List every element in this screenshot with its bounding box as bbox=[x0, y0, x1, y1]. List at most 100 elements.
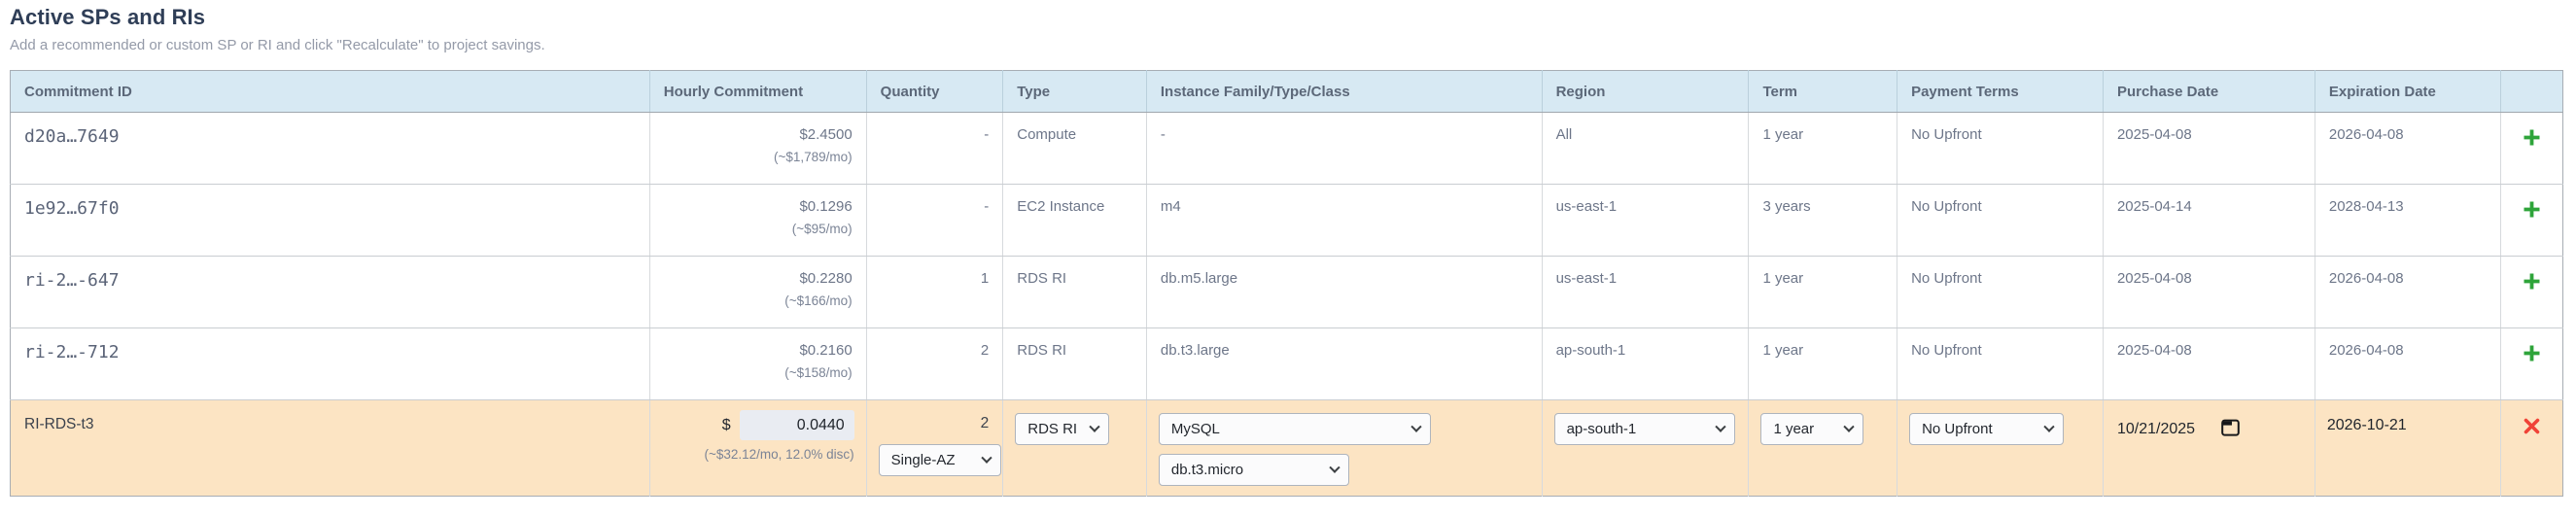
hourly-commitment-value: $0.1296 bbox=[799, 198, 853, 215]
expiration-date-cell: 2026-04-08 bbox=[2315, 327, 2501, 400]
region-select[interactable]: ap-south-1 bbox=[1553, 413, 1735, 445]
region-cell: us-east-1 bbox=[1542, 184, 1750, 257]
commitment-id-cell: ri-2…-712 bbox=[10, 327, 650, 400]
commitment-id-cell: 1e92…67f0 bbox=[10, 184, 650, 257]
expiration-date-cell: 2026-04-08 bbox=[2315, 256, 2501, 328]
expiration-date-cell: 2026-04-08 bbox=[2315, 112, 2501, 185]
hourly-commitment-cell: $0.2160 (~$158/mo) bbox=[649, 327, 867, 400]
purchase-date-cell: 10/21/2025 bbox=[2103, 399, 2315, 497]
col-header-hourly-commitment: Hourly Commitment bbox=[649, 70, 867, 113]
col-header-actions bbox=[2500, 70, 2563, 113]
engine-select-value: MySQL bbox=[1170, 421, 1220, 437]
x-icon bbox=[2524, 418, 2540, 437]
az-select[interactable]: Single-AZ bbox=[878, 444, 1001, 476]
col-header-type: Type bbox=[1002, 70, 1147, 113]
commitment-id-cell: ri-2…-647 bbox=[10, 256, 650, 328]
monthly-estimate: (~$32.12/mo, 12.0% disc) bbox=[704, 447, 854, 462]
quantity-cell: - bbox=[866, 112, 1004, 185]
region-cell: ap-south-1 bbox=[1542, 327, 1750, 400]
actions-cell bbox=[2500, 184, 2563, 257]
col-header-region: Region bbox=[1542, 70, 1750, 113]
instance-cell: m4 bbox=[1146, 184, 1543, 257]
plus-icon bbox=[2523, 201, 2541, 222]
type-cell: RDS RI bbox=[1002, 399, 1147, 497]
purchase-date-cell: 2025-04-08 bbox=[2103, 327, 2315, 400]
plus-icon bbox=[2523, 129, 2541, 150]
col-header-commitment-id: Commitment ID bbox=[10, 70, 650, 113]
active-sps-ris-section: Active SPs and RIs Add a recommended or … bbox=[10, 5, 2563, 497]
table-row: ri-2…-647 $0.2280 (~$166/mo) 1 RDS RI db… bbox=[10, 256, 2563, 328]
instance-class-select[interactable]: db.t3.micro bbox=[1158, 454, 1349, 486]
term-select-value: 1 year bbox=[1773, 421, 1815, 437]
payment-terms-cell: No Upfront bbox=[1897, 256, 2104, 328]
quantity-cell: Single-AZ bbox=[866, 399, 1004, 497]
chevron-down-icon bbox=[1714, 421, 1726, 432]
az-select-value: Single-AZ bbox=[890, 452, 956, 468]
page-title: Active SPs and RIs bbox=[10, 5, 206, 29]
commitments-table: Commitment ID Hourly Commitment Quantity… bbox=[10, 70, 2563, 497]
instance-cell: db.t3.large bbox=[1146, 327, 1543, 400]
type-select[interactable]: RDS RI bbox=[1015, 413, 1110, 445]
term-cell: 3 years bbox=[1748, 184, 1898, 257]
term-select[interactable]: 1 year bbox=[1760, 413, 1864, 445]
purchase-date-cell: 2025-04-08 bbox=[2103, 256, 2315, 328]
region-select-value: ap-south-1 bbox=[1566, 421, 1637, 437]
commitment-id: d20a…7649 bbox=[24, 126, 120, 147]
region-cell: All bbox=[1542, 112, 1750, 185]
actions-cell bbox=[2500, 256, 2563, 328]
commitment-id: ri-2…-647 bbox=[24, 270, 120, 291]
actions-cell bbox=[2500, 399, 2563, 497]
remove-commitment-button[interactable] bbox=[2524, 418, 2540, 434]
add-commitment-button[interactable] bbox=[2523, 272, 2541, 291]
type-cell: RDS RI bbox=[1002, 327, 1147, 400]
hourly-commitment-cell: $ (~$32.12/mo, 12.0% disc) bbox=[649, 399, 867, 497]
monthly-estimate: (~$1,789/mo) bbox=[774, 150, 853, 164]
hourly-commitment-cell: $0.1296 (~$95/mo) bbox=[649, 184, 867, 257]
purchase-date-cell: 2025-04-14 bbox=[2103, 184, 2315, 257]
chevron-down-icon bbox=[981, 452, 992, 464]
actions-cell bbox=[2500, 327, 2563, 400]
table-row: 1e92…67f0 $0.1296 (~$95/mo) - EC2 Instan… bbox=[10, 184, 2563, 257]
purchase-date-value: 10/21/2025 bbox=[2116, 420, 2196, 437]
add-commitment-button[interactable] bbox=[2523, 128, 2541, 147]
hourly-commitment-input[interactable] bbox=[739, 410, 854, 440]
commitment-id: ri-2…-712 bbox=[24, 342, 120, 362]
monthly-estimate: (~$166/mo) bbox=[784, 293, 853, 308]
plus-icon bbox=[2523, 345, 2541, 365]
plus-icon bbox=[2523, 273, 2541, 293]
term-cell: 1 year bbox=[1748, 112, 1898, 185]
col-header-quantity: Quantity bbox=[866, 70, 1004, 113]
page-subtitle: Add a recommended or custom SP or RI and… bbox=[10, 37, 545, 53]
commitment-id: RI-RDS-t3 bbox=[24, 416, 94, 432]
quantity-cell: 2 bbox=[866, 327, 1004, 400]
payment-terms-cell: No Upfront bbox=[1897, 399, 2104, 497]
type-cell: RDS RI bbox=[1002, 256, 1147, 328]
chevron-down-icon bbox=[1843, 421, 1856, 432]
instance-cell: db.m5.large bbox=[1146, 256, 1543, 328]
add-commitment-button[interactable] bbox=[2523, 344, 2541, 362]
payment-terms-select[interactable]: No Upfront bbox=[1909, 413, 2065, 445]
table-row: ri-2…-712 $0.2160 (~$158/mo) 2 RDS RI db… bbox=[10, 327, 2563, 400]
term-cell: 1 year bbox=[1748, 327, 1898, 400]
hourly-commitment-value: $2.4500 bbox=[799, 126, 853, 143]
hourly-commitment-value: $0.2280 bbox=[799, 270, 853, 287]
term-cell: 1 year bbox=[1748, 256, 1898, 328]
purchase-date-input[interactable]: 10/21/2025 bbox=[2117, 417, 2241, 441]
hourly-commitment-cell: $2.4500 (~$1,789/mo) bbox=[649, 112, 867, 185]
commitment-id-cell: RI-RDS-t3 bbox=[10, 399, 650, 497]
payment-terms-cell: No Upfront bbox=[1897, 112, 2104, 185]
instance-class-select-value: db.t3.micro bbox=[1170, 462, 1244, 478]
add-commitment-button[interactable] bbox=[2523, 200, 2541, 219]
instance-cell: - bbox=[1146, 112, 1543, 185]
commitment-id: 1e92…67f0 bbox=[24, 198, 120, 219]
expiration-date-cell: 2028-04-13 bbox=[2315, 184, 2501, 257]
calendar-icon[interactable] bbox=[2220, 417, 2241, 441]
quantity-input[interactable] bbox=[878, 412, 992, 435]
monthly-estimate: (~$95/mo) bbox=[791, 222, 853, 236]
hourly-commitment-cell: $0.2280 (~$166/mo) bbox=[649, 256, 867, 328]
chevron-down-icon bbox=[1410, 421, 1422, 432]
actions-cell bbox=[2500, 112, 2563, 185]
instance-cell: MySQL db.t3.micro bbox=[1146, 399, 1543, 497]
engine-select[interactable]: MySQL bbox=[1158, 413, 1431, 445]
quantity-cell: - bbox=[866, 184, 1004, 257]
